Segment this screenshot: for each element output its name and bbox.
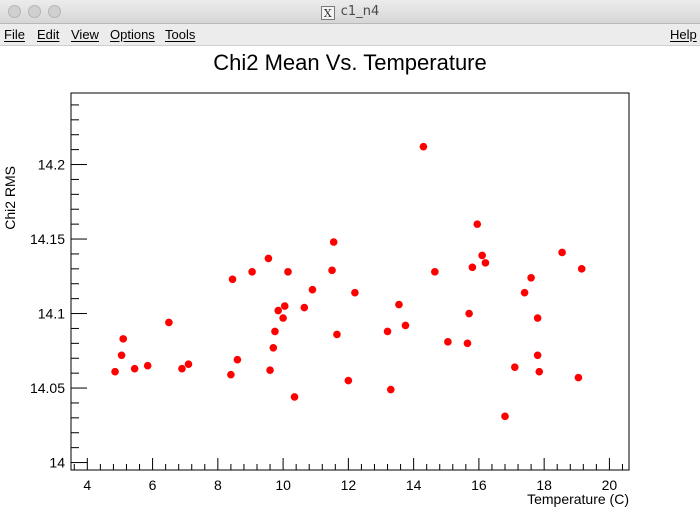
menu-tools[interactable]: Tools bbox=[165, 27, 196, 42]
data-point bbox=[473, 220, 482, 228]
y-tick-label: 14.1 bbox=[38, 306, 65, 322]
data-point bbox=[577, 265, 586, 273]
chart-title: Chi2 Mean Vs. Temperature bbox=[213, 50, 487, 75]
x-tick-label: 16 bbox=[471, 477, 487, 493]
window-title-text: c1_n4 bbox=[340, 4, 380, 19]
data-point bbox=[227, 370, 235, 379]
data-point bbox=[228, 275, 237, 284]
data-point bbox=[178, 364, 186, 373]
data-point bbox=[535, 367, 544, 376]
data-point bbox=[143, 361, 152, 370]
data-point bbox=[478, 251, 486, 260]
data-point bbox=[308, 285, 317, 294]
data-point bbox=[501, 412, 509, 421]
data-point bbox=[264, 254, 273, 263]
data-point bbox=[117, 351, 126, 360]
data-point bbox=[290, 393, 299, 401]
data-point bbox=[395, 300, 403, 309]
data-point bbox=[431, 268, 439, 276]
x-tick-label: 8 bbox=[214, 477, 222, 493]
data-point bbox=[165, 318, 173, 327]
data-point bbox=[344, 376, 353, 385]
menu-help[interactable]: Help bbox=[670, 27, 697, 42]
data-point bbox=[266, 366, 274, 374]
zoom-window-button[interactable] bbox=[48, 5, 61, 18]
data-point bbox=[329, 238, 338, 246]
x-tick-label: 14 bbox=[406, 477, 422, 493]
data-point bbox=[269, 344, 278, 352]
scatter-chart: Chi2 Mean Vs. Temperature 4 6 8 10 12 14 16 18 2… bbox=[2, 50, 630, 507]
x-axis: 4 6 8 10 12 14 16 18 20 bbox=[73, 458, 623, 493]
data-point bbox=[527, 273, 535, 282]
data-point bbox=[574, 373, 583, 382]
data-point bbox=[111, 367, 119, 376]
y-tick-label: 14.15 bbox=[30, 231, 65, 247]
data-point bbox=[444, 338, 452, 346]
minimize-window-button[interactable] bbox=[28, 5, 41, 18]
data-point bbox=[463, 339, 472, 348]
data-point bbox=[300, 303, 309, 312]
x-axis-label: Temperature (C) bbox=[527, 491, 629, 507]
x-tick-label: 20 bbox=[602, 477, 618, 493]
data-point bbox=[520, 288, 529, 297]
menu-edit[interactable]: Edit bbox=[37, 27, 60, 42]
data-point bbox=[533, 314, 542, 322]
menu-file[interactable]: File bbox=[4, 27, 25, 42]
data-point bbox=[468, 263, 477, 272]
data-point bbox=[465, 309, 473, 318]
data-point bbox=[333, 330, 341, 339]
x11-icon: X bbox=[320, 6, 335, 20]
data-point bbox=[351, 288, 359, 297]
data-point bbox=[481, 259, 490, 267]
data-point bbox=[274, 306, 283, 315]
data-point bbox=[119, 335, 128, 343]
data-point bbox=[558, 248, 566, 257]
data-point bbox=[280, 302, 289, 310]
y-axis: 14 14.05 14.1 14.15 14.2 bbox=[30, 104, 87, 471]
data-point bbox=[248, 268, 256, 276]
x-tick-label: 6 bbox=[149, 477, 157, 493]
x-tick-label: 4 bbox=[83, 477, 91, 493]
data-point bbox=[233, 355, 242, 364]
data-point bbox=[130, 364, 139, 373]
plot-canvas[interactable]: Chi2 Mean Vs. Temperature 4 6 8 10 12 14 16 18 2… bbox=[0, 46, 700, 522]
data-point bbox=[271, 327, 279, 336]
data-point bbox=[328, 266, 336, 275]
data-points bbox=[111, 142, 586, 421]
close-window-button[interactable] bbox=[8, 5, 21, 18]
y-tick-label: 14.2 bbox=[38, 157, 65, 173]
menu-view[interactable]: View bbox=[71, 27, 99, 42]
y-tick-label: 14.05 bbox=[30, 380, 65, 396]
y-tick-label: 14 bbox=[49, 455, 65, 471]
plot-frame bbox=[70, 92, 630, 471]
x-tick-label: 18 bbox=[536, 477, 552, 493]
data-point bbox=[279, 314, 287, 322]
x-tick-label: 10 bbox=[275, 477, 291, 493]
data-point bbox=[401, 321, 410, 330]
menu-options[interactable]: Options bbox=[110, 27, 155, 42]
data-point bbox=[184, 360, 193, 369]
data-point bbox=[386, 385, 395, 394]
menu-bar: File Edit View Options Tools Help bbox=[0, 24, 700, 46]
data-point bbox=[383, 327, 392, 336]
data-point bbox=[533, 351, 542, 360]
x-tick-label: 12 bbox=[341, 477, 357, 493]
data-point bbox=[510, 363, 519, 371]
data-point bbox=[284, 268, 292, 276]
data-point bbox=[419, 142, 428, 151]
y-axis-label: Chi2 RMS bbox=[2, 166, 18, 230]
